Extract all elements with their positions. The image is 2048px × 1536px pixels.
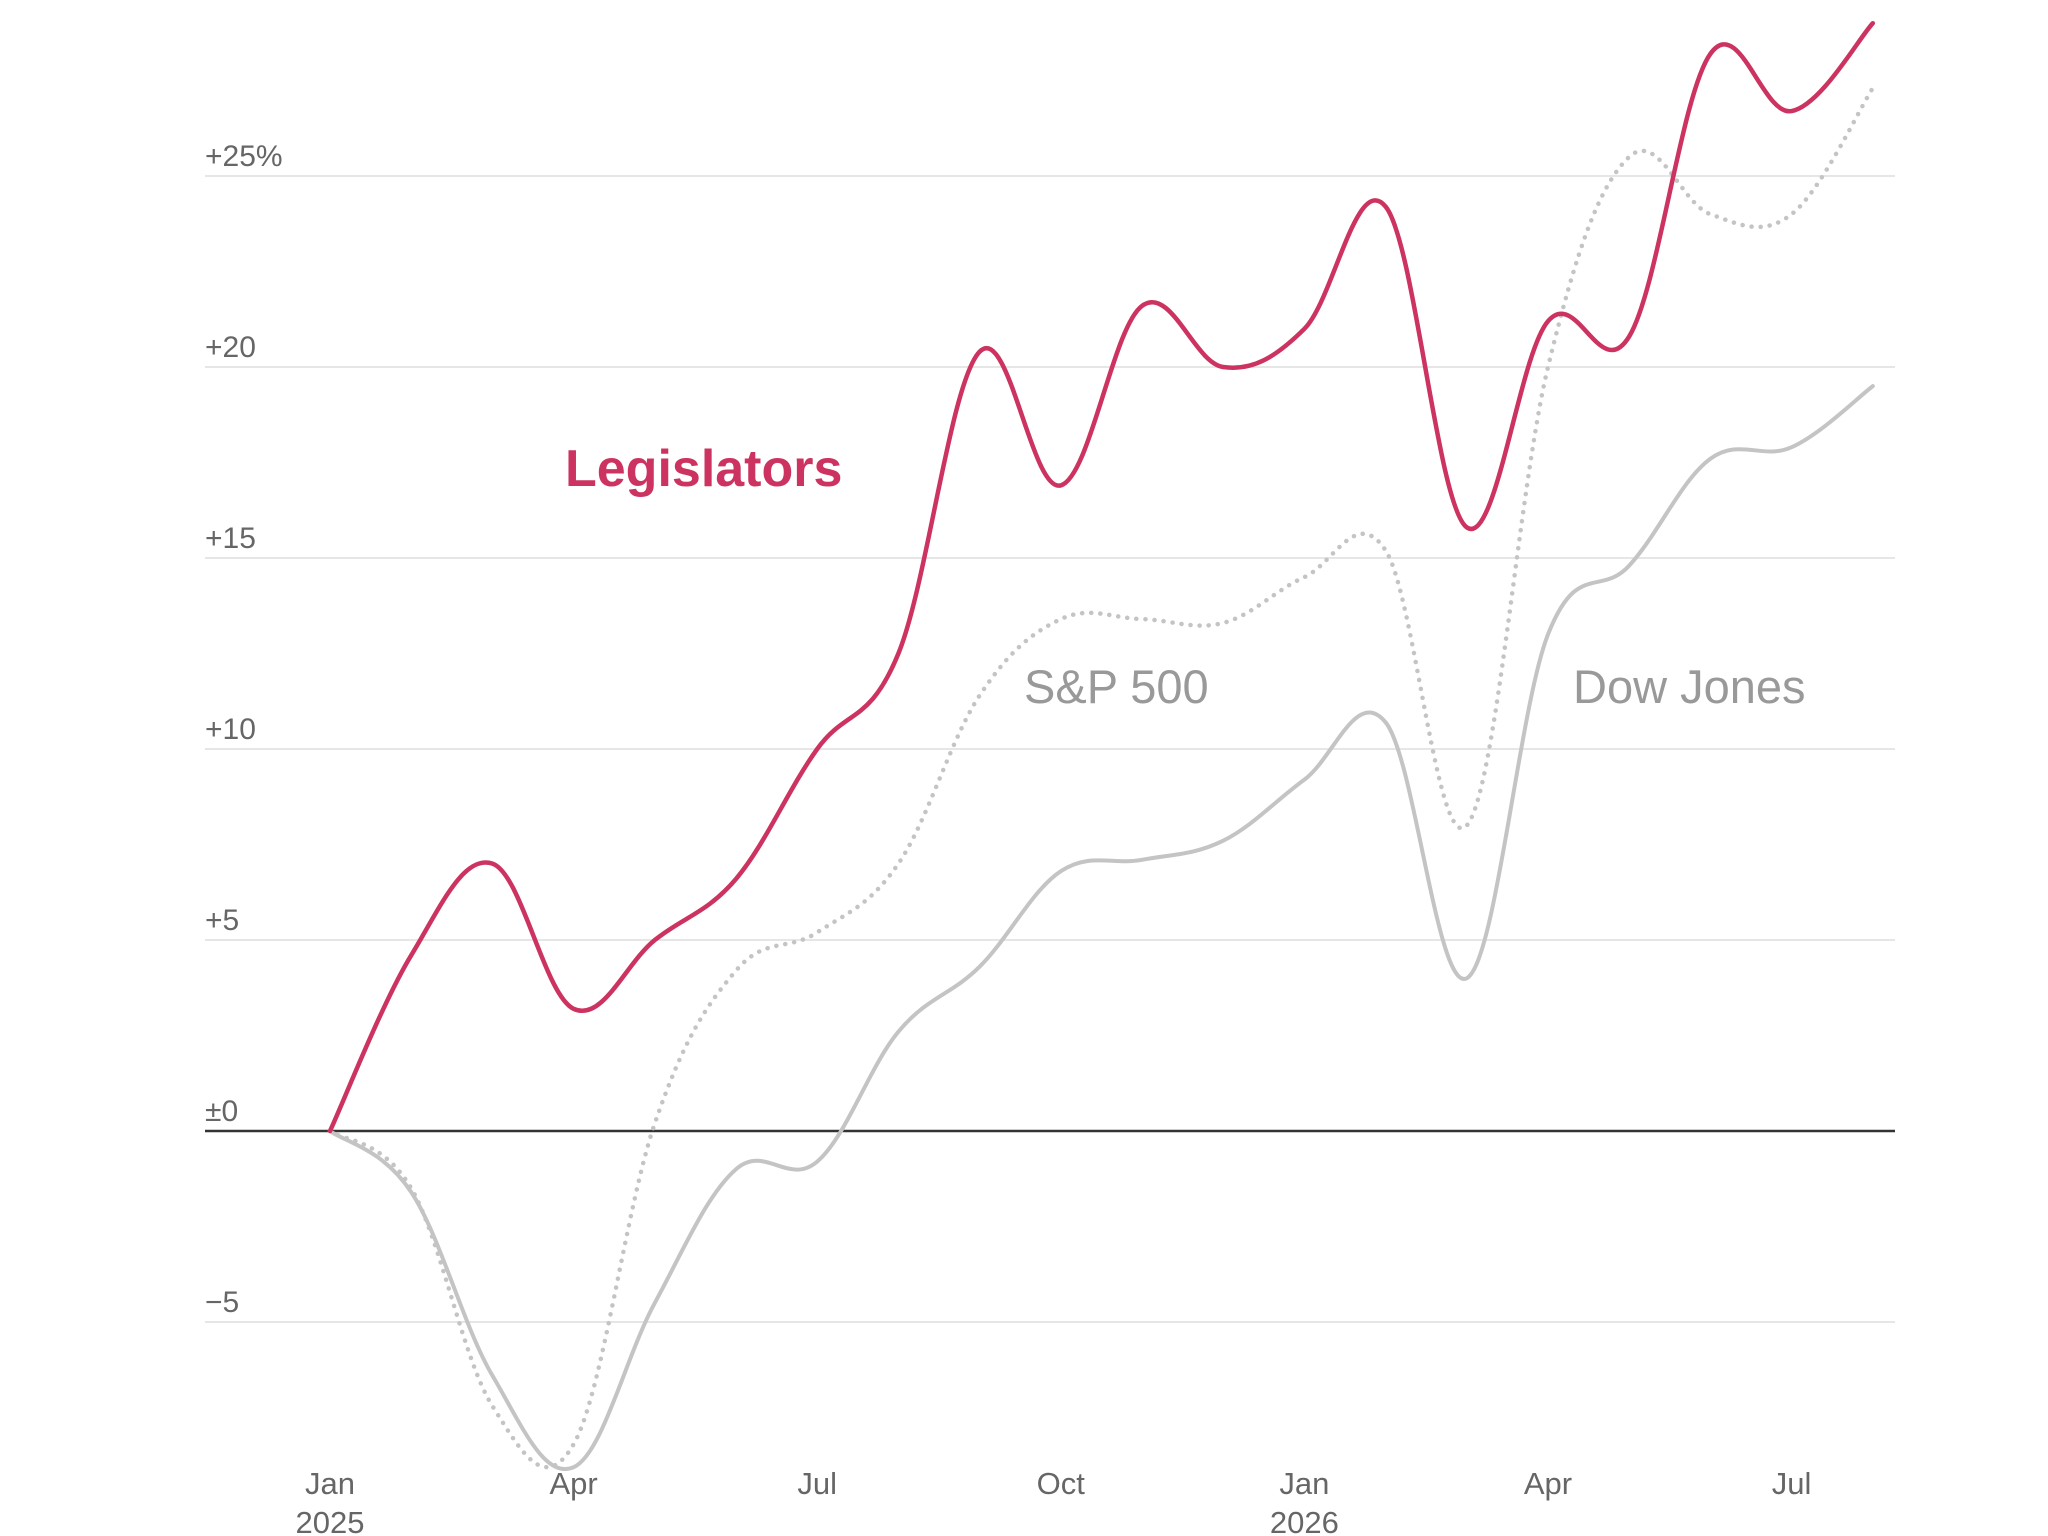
x-tick-label: Jan [1279,1466,1329,1501]
x-tick-label: Apr [1524,1466,1572,1501]
y-tick-label: −5 [205,1286,239,1319]
x-tick-label: Jul [797,1466,837,1501]
x-tick-label: Jul [1772,1466,1812,1501]
gridlines [205,175,1895,1323]
series-label-dow-jones: Dow Jones [1573,660,1806,713]
series-label-s-p-500: S&P 500 [1024,660,1209,713]
x-axis: Jan 2025 Apr Jul Oct Jan 2026 Apr Jul [296,1466,1812,1536]
x-tick-year-label: 2026 [1270,1505,1339,1536]
y-tick-label: ±0 [205,1095,238,1128]
y-tick-label: +5 [205,904,239,937]
x-tick-label: Oct [1037,1466,1086,1501]
series-line-dow-jones [328,384,1875,1472]
y-tick-label: +20 [205,331,256,364]
x-tick-year-label: 2025 [296,1505,365,1536]
y-axis: +25% +20 +15 +10 +5 ±0 −5 [205,140,283,1319]
y-tick-label: +10 [205,713,256,746]
series-label-legislators: Legislators [565,440,842,498]
x-tick-label: Apr [549,1466,597,1501]
series-labels: Legislators S&P 500 Dow Jones [565,440,1806,713]
series-lines [327,20,1876,1472]
y-tick-label: +15 [205,522,256,555]
series-line-s-p-500 [327,85,1876,1470]
x-tick-label: Jan [305,1466,355,1501]
y-tick-label: +25% [205,140,283,173]
series-line-legislators [327,20,1876,1134]
